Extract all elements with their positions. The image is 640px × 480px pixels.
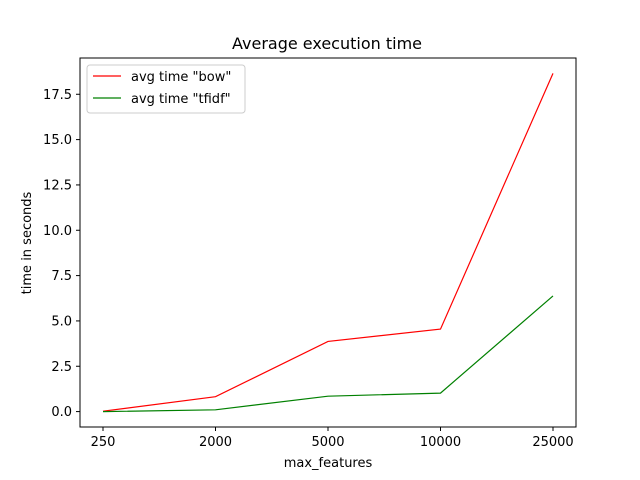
legend-label-bow: avg time "bow" xyxy=(131,70,231,85)
series-line-1 xyxy=(102,295,554,413)
chart-title: Average execution time xyxy=(232,34,422,53)
x-axis-label: max_features xyxy=(284,456,373,471)
series-line-0 xyxy=(102,73,554,412)
y-tick-label: 17.5 xyxy=(43,88,72,103)
x-tick-label: 2000 xyxy=(199,435,232,450)
plot-frame xyxy=(79,57,577,428)
y-tick-label: 7.5 xyxy=(51,269,72,284)
legend-label-tfidf: avg time "tfidf" xyxy=(131,92,231,107)
legend: avg time "bow" avg time "tfidf" xyxy=(86,64,246,114)
y-axis-label: time in seconds xyxy=(20,191,35,294)
series-lines xyxy=(102,73,554,413)
legend-box xyxy=(86,64,246,114)
y-tick-label: 0.0 xyxy=(51,405,72,420)
y-tick-label: 10.0 xyxy=(43,224,72,239)
y-tick-label: 5.0 xyxy=(51,314,72,329)
y-tick-label: 2.5 xyxy=(51,360,72,375)
x-tick-label: 10000 xyxy=(420,435,461,450)
x-tick-label: 5000 xyxy=(311,435,344,450)
x-tick-label: 250 xyxy=(91,435,116,450)
axis-ticks: 250 2000 5000 10000 25000 0.0 2.5 5.0 7.5 10.0 12.… xyxy=(43,88,574,450)
y-tick-label: 15.0 xyxy=(43,133,72,148)
y-tick-label: 12.5 xyxy=(43,178,72,193)
x-tick-label: 25000 xyxy=(532,435,573,450)
